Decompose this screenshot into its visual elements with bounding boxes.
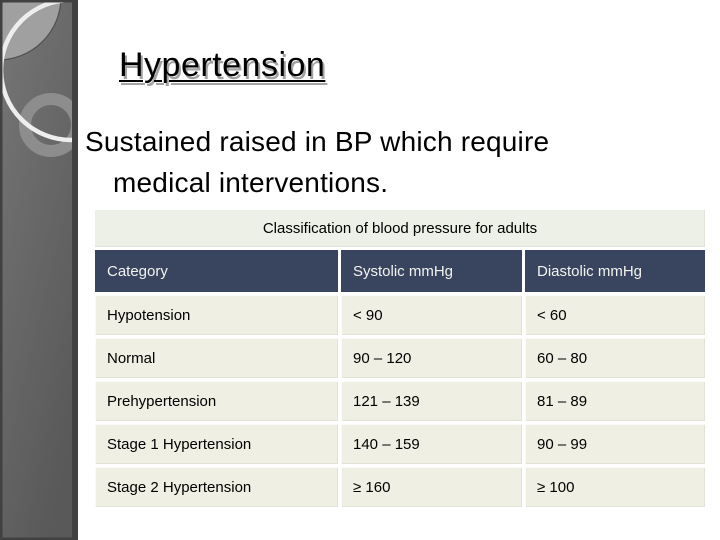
table-cell-systolic: ≥ 160	[341, 467, 522, 507]
sidebar-edge-top	[0, 0, 78, 3]
column-header-diastolic: Diastolic mmHg	[525, 250, 705, 292]
table-cell-systolic: 90 – 120	[341, 338, 522, 378]
table-cell-systolic: < 90	[341, 295, 522, 335]
table-cell-category: Stage 2 Hypertension	[95, 467, 338, 507]
table-cell-systolic: 140 – 159	[341, 424, 522, 464]
table-cell-category: Hypotension	[95, 295, 338, 335]
subtitle-line-2: medical interventions.	[113, 167, 389, 198]
table-caption: Classification of blood pressure for adu…	[95, 210, 705, 247]
sidebar-background	[0, 0, 78, 540]
sidebar-edge-left	[0, 0, 3, 540]
table-cell-category: Stage 1 Hypertension	[95, 424, 338, 464]
table-cell-systolic: 121 – 139	[341, 381, 522, 421]
sidebar-ornament-graphic	[0, 0, 78, 540]
table-cell-diastolic: 90 – 99	[525, 424, 705, 464]
table-cell-category: Normal	[95, 338, 338, 378]
table-cell-diastolic: < 60	[525, 295, 705, 335]
slide-subtitle: Sustained raised in BP which require med…	[85, 121, 685, 203]
slide-title: Hypertension	[119, 46, 326, 84]
sidebar-edge-right	[72, 0, 78, 540]
column-header-systolic: Systolic mmHg	[341, 250, 522, 292]
column-header-category: Category	[95, 250, 338, 292]
sidebar-edge-bottom	[0, 537, 78, 540]
table-cell-diastolic: ≥ 100	[525, 467, 705, 507]
table-cell-diastolic: 81 – 89	[525, 381, 705, 421]
subtitle-line-1: Sustained raised in BP which require	[85, 126, 550, 157]
blood-pressure-table: Classification of blood pressure for adu…	[95, 210, 705, 507]
sidebar-decoration	[0, 0, 78, 540]
table-cell-diastolic: 60 – 80	[525, 338, 705, 378]
corner-disc-shape	[0, 0, 62, 61]
table-cell-category: Prehypertension	[95, 381, 338, 421]
